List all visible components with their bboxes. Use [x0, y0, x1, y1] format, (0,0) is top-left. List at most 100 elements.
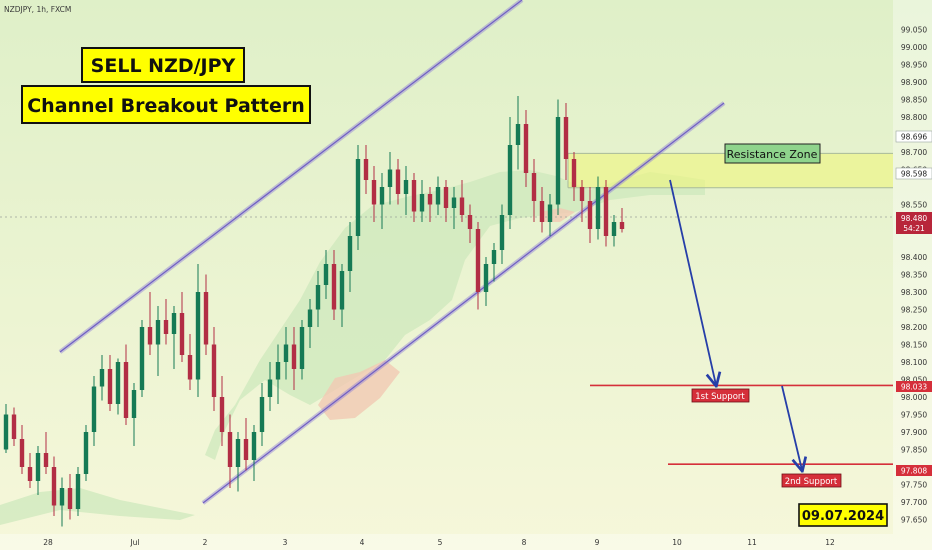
- candle-body-64: [515, 124, 521, 145]
- price-tick-13: 98.300: [901, 288, 927, 297]
- arrow-to-support-1: [669, 179, 716, 385]
- candle-body-47: [379, 187, 385, 205]
- candle-body-75: [603, 187, 609, 236]
- price-tick-9: 98.550: [901, 201, 927, 210]
- time-axis[interactable]: 28 Jul 2 3 4 5 8 9 10 11 12: [0, 534, 932, 550]
- candle-body-63: [507, 145, 513, 215]
- candle-body-7: [59, 488, 65, 506]
- candle-body-51: [411, 180, 417, 212]
- candle-body-46: [371, 180, 377, 205]
- candle-body-33: [267, 379, 273, 397]
- symbol-header: NZDJPY, 1h, FXCM: [4, 5, 71, 14]
- candle-body-31: [251, 432, 257, 460]
- candle-body-27: [219, 397, 225, 432]
- candle-body-36: [291, 344, 297, 369]
- candle-body-52: [419, 194, 425, 212]
- candle-body-49: [395, 169, 401, 194]
- channel-lower-line: [202, 102, 725, 504]
- candle-body-58: [467, 215, 473, 229]
- candle-body-76: [611, 222, 617, 236]
- resistance-zone-label: Resistance Zone: [727, 148, 818, 161]
- candle-body-22: [179, 313, 185, 355]
- candle-body-25: [203, 292, 209, 345]
- price-tick-7: 98.700: [901, 148, 927, 157]
- candle-body-16: [131, 390, 137, 418]
- candle-body-18: [147, 327, 153, 345]
- time-tick-3: 3: [283, 538, 288, 547]
- candle-body-40: [323, 264, 329, 285]
- time-tick-4: 4: [360, 538, 365, 547]
- candle-body-42: [339, 271, 345, 310]
- price-tick-21: 97.900: [901, 428, 927, 437]
- time-tick-7: 9: [595, 538, 600, 547]
- candle-body-65: [523, 124, 529, 173]
- candle-body-9: [75, 474, 81, 509]
- channel-upper-line: [59, 0, 523, 353]
- candle-body-8: [67, 488, 73, 509]
- level-label-bottom: [895, 167, 932, 180]
- support-2-label: 2nd Support: [785, 477, 838, 487]
- candle-body-34: [275, 362, 281, 380]
- candle-body-35: [283, 344, 289, 362]
- candle-body-24: [195, 292, 201, 380]
- date-badge: 09.07.2024: [802, 509, 884, 524]
- price-tick-4: 98.850: [901, 96, 927, 105]
- price-tick-3: 98.900: [901, 78, 927, 87]
- candle-body-12: [99, 369, 105, 387]
- price-tick-19: 98.000: [901, 393, 927, 402]
- candle-body-61: [491, 250, 497, 264]
- channel-lines: [58, 0, 726, 505]
- support-1-price-badge: [896, 381, 932, 392]
- cloud-green-left: [0, 488, 195, 525]
- title-line1-box: [81, 47, 245, 83]
- candle-body-60: [483, 264, 489, 292]
- candle-body-57: [459, 197, 465, 215]
- price-tick-5: 98.800: [901, 113, 927, 122]
- candle-body-37: [299, 327, 305, 369]
- candle-body-14: [115, 362, 121, 404]
- support-2-label-box: [781, 473, 842, 488]
- price-axis[interactable]: 99.050 99.000 98.950 98.900 98.850 98.800 98.7…: [893, 0, 932, 534]
- projection-arrows: [669, 179, 802, 470]
- time-tick-9: 11: [747, 538, 757, 547]
- price-tick-1: 99.000: [901, 43, 927, 52]
- countdown-text: 54:21: [903, 224, 925, 233]
- candle-body-0: [3, 414, 9, 450]
- candle-body-56: [451, 197, 457, 208]
- candle-body-77: [619, 222, 625, 229]
- time-tick-5: 5: [438, 538, 443, 547]
- price-tick-11: 98.400: [901, 253, 927, 262]
- title-box: SELL NZD/JPY Channel Breakout Pattern: [21, 47, 311, 124]
- price-tick-23: 97.750: [901, 481, 927, 490]
- level-label-bottom-text: 98.598: [901, 170, 927, 179]
- price-tick-22: 97.850: [901, 446, 927, 455]
- candle-body-74: [595, 187, 601, 229]
- candles: [3, 96, 625, 527]
- price-tick-17: 98.100: [901, 358, 927, 367]
- candle-body-38: [307, 309, 313, 327]
- candle-body-32: [259, 397, 265, 432]
- candle-body-15: [123, 362, 129, 418]
- candle-body-26: [211, 344, 217, 397]
- time-tick-10: 12: [825, 538, 835, 547]
- candle-body-11: [91, 386, 97, 432]
- candle-body-41: [331, 264, 337, 310]
- support-1-label-box: [691, 388, 750, 403]
- candle-body-71: [571, 159, 577, 187]
- price-tick-25: 97.650: [901, 516, 927, 525]
- current-price-text: 98.480: [901, 214, 927, 223]
- candle-body-68: [547, 204, 553, 222]
- candle-body-48: [387, 169, 393, 187]
- title-line2-box: [21, 85, 311, 124]
- level-label-top-text: 98.696: [901, 133, 927, 142]
- candle-body-30: [243, 439, 249, 460]
- candle-body-54: [435, 187, 441, 205]
- title-line1: SELL NZD/JPY: [91, 55, 236, 77]
- candle-body-1: [11, 414, 17, 439]
- candle-body-45: [363, 159, 369, 180]
- price-tick-0: 99.050: [901, 26, 927, 35]
- candle-body-4: [35, 453, 41, 481]
- time-tick-8: 10: [672, 538, 682, 547]
- time-tick-0: 28: [43, 538, 53, 547]
